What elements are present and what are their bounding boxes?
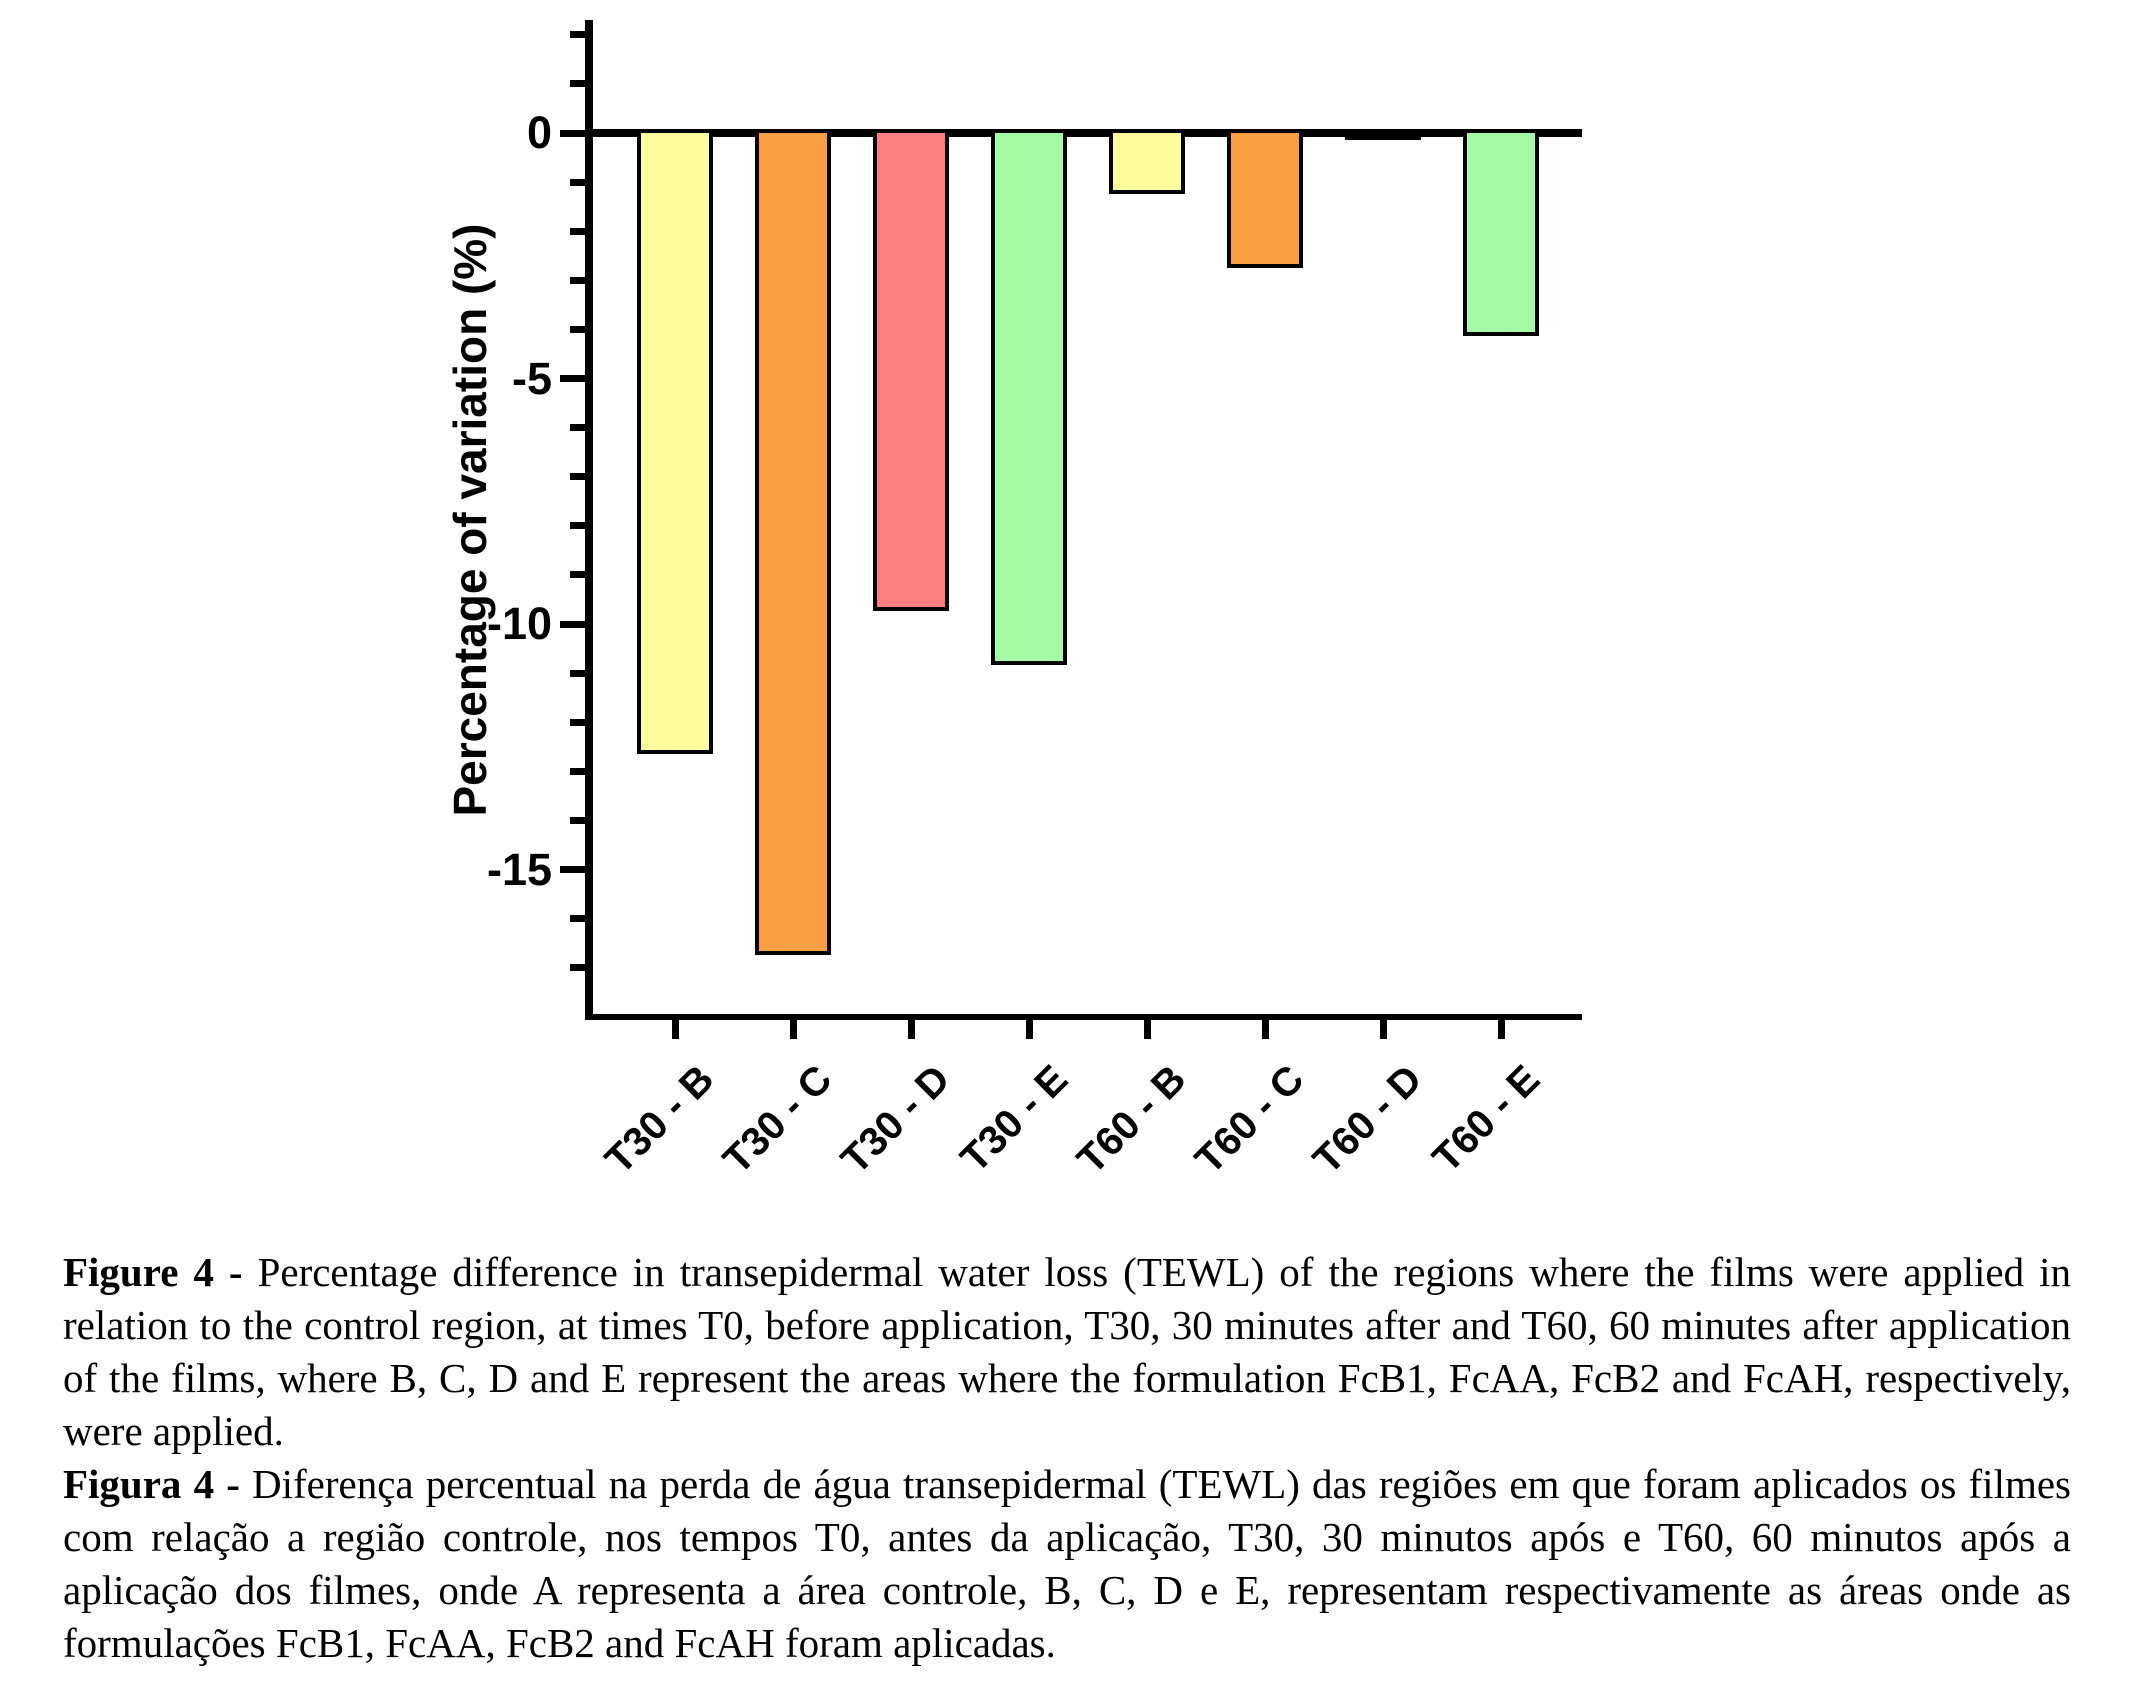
bar-t60-b <box>1109 129 1185 194</box>
x-tick-label: T30 - E <box>952 1056 1077 1181</box>
y-minor-tick <box>570 669 585 677</box>
y-minor-tick <box>570 31 585 39</box>
bar-t30-d <box>873 129 949 612</box>
y-axis-spine <box>585 20 593 1017</box>
x-tick-label: T30 - B <box>596 1056 723 1183</box>
y-minor-tick <box>570 424 585 432</box>
y-tick-label: -5 <box>511 352 552 404</box>
bar-t30-b <box>637 129 713 754</box>
y-major-tick <box>560 375 585 382</box>
y-minor-tick <box>570 80 585 88</box>
x-tick <box>789 1016 797 1039</box>
x-tick <box>1025 1016 1033 1039</box>
x-tick <box>1143 1016 1151 1039</box>
x-tick-label: T60 - C <box>1186 1056 1313 1183</box>
y-minor-tick <box>570 276 585 284</box>
x-axis-spine <box>585 1013 1582 1020</box>
y-minor-tick <box>570 816 585 824</box>
y-minor-tick <box>570 473 585 481</box>
zero-baseline <box>585 129 1582 137</box>
x-tick <box>671 1016 679 1039</box>
x-tick <box>1261 1016 1269 1039</box>
y-minor-tick <box>570 571 585 579</box>
plot-area: 0 -5 -10 -15 T30 - B T30 - C T30 - D T30 - E T60… <box>486 20 1582 1183</box>
y-major-tick <box>560 866 585 873</box>
caption-portuguese-label: Figura 4 - <box>63 1461 240 1507</box>
x-tick <box>1497 1016 1505 1039</box>
bar-t30-c <box>755 129 831 955</box>
x-tick <box>907 1016 915 1039</box>
y-minor-tick <box>570 718 585 726</box>
bar-t30-e <box>991 129 1067 666</box>
caption-portuguese: Figura 4 - Diferença percentual na perda… <box>63 1458 2071 1670</box>
x-tick <box>1379 1016 1387 1039</box>
figure-caption: Figure 4 - Percentage difference in tran… <box>63 1246 2071 1670</box>
y-tick-label: 0 <box>526 107 552 158</box>
y-minor-tick <box>570 178 585 186</box>
y-tick-label: -15 <box>486 843 552 895</box>
x-tick-label: T60 - D <box>1304 1056 1431 1183</box>
caption-portuguese-text: Diferença percentual na perda de água tr… <box>63 1461 2072 1666</box>
y-major-tick <box>560 620 585 628</box>
caption-english: Figure 4 - Percentage difference in tran… <box>63 1246 2071 1458</box>
bar-t60-d <box>1345 129 1421 140</box>
y-minor-tick <box>570 325 585 333</box>
caption-english-label: Figure 4 - <box>63 1249 243 1295</box>
caption-english-text: Percentage difference in transepidermal … <box>63 1249 2072 1454</box>
x-tick-label: T30 - D <box>832 1056 959 1183</box>
bar-t60-e <box>1463 129 1539 337</box>
y-major-tick <box>560 129 585 137</box>
y-minor-tick <box>570 964 585 972</box>
x-tick-label: T30 - C <box>714 1056 841 1183</box>
y-minor-tick <box>570 915 585 923</box>
x-tick-label: T60 - E <box>1424 1056 1549 1181</box>
y-minor-tick <box>570 522 585 530</box>
y-tick-label: -10 <box>486 598 552 649</box>
y-minor-tick <box>570 767 585 775</box>
bar-t60-c <box>1227 129 1303 268</box>
x-tick-label: T60 - B <box>1068 1056 1195 1183</box>
y-minor-tick <box>570 227 585 235</box>
